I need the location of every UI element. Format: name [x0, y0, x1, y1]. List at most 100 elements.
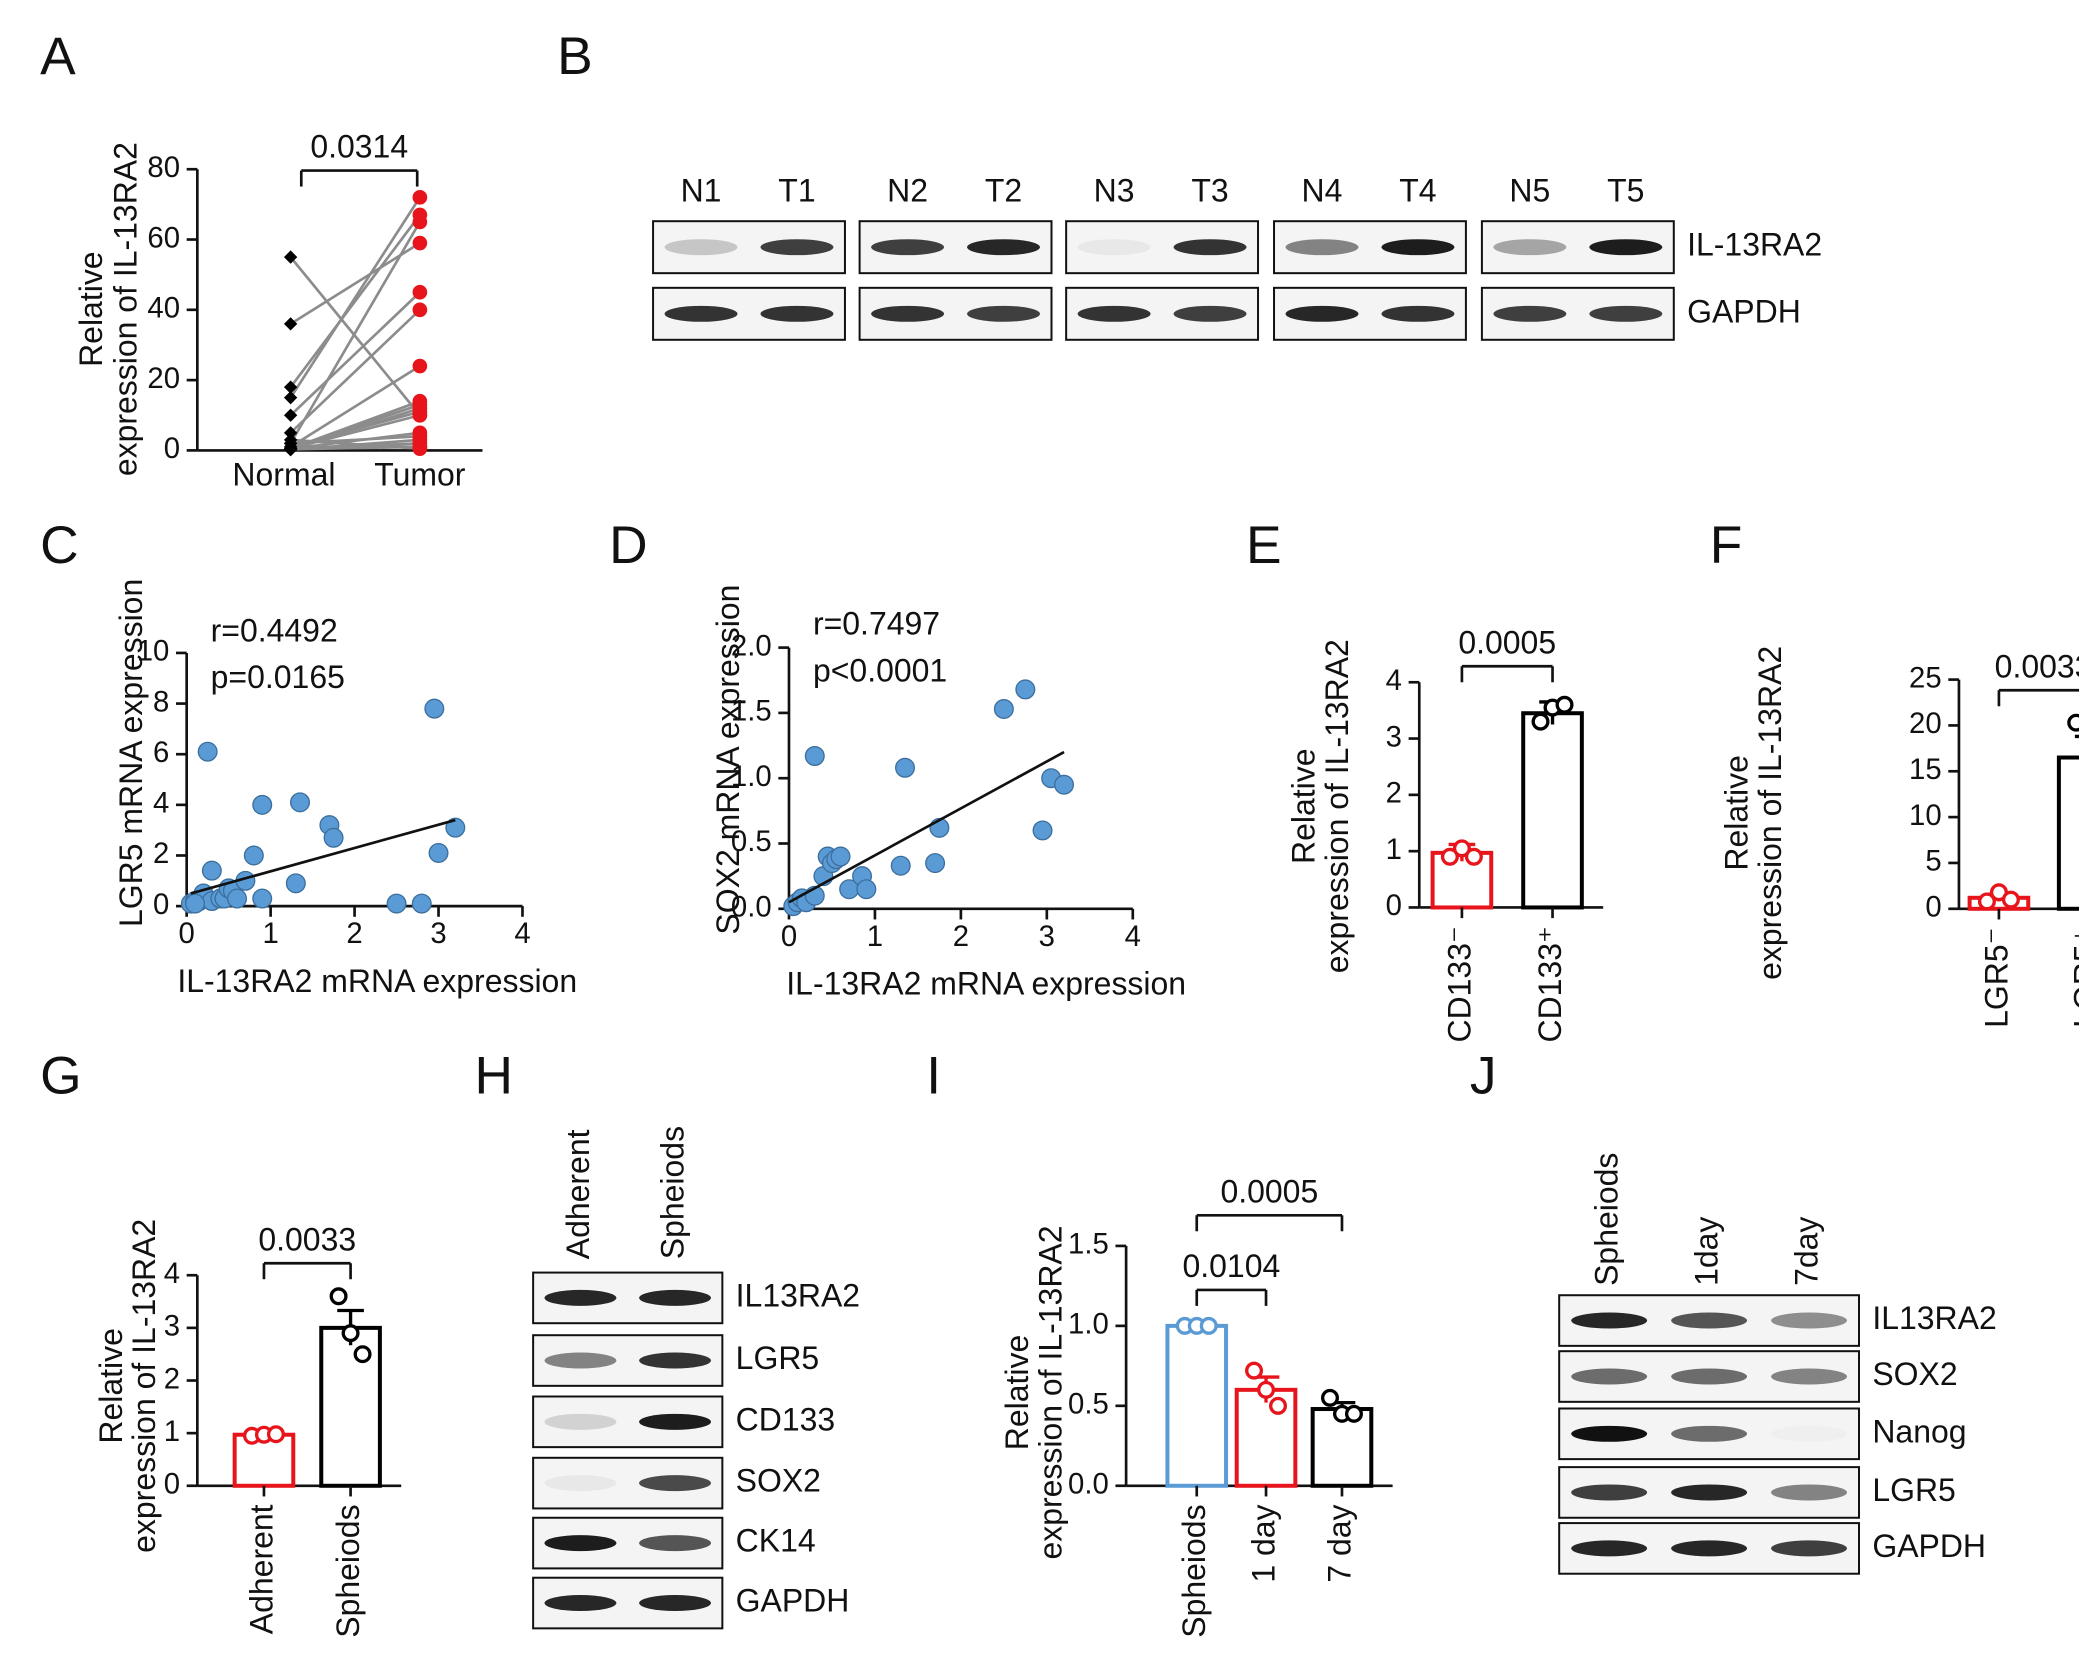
lane-label: T5	[1607, 173, 1644, 209]
row-label: IL13RA2	[1872, 1300, 1996, 1336]
blot-band	[639, 1413, 712, 1430]
trend-line	[190, 818, 456, 895]
y-tick-label: 0	[164, 432, 180, 465]
p-value: 0.0033	[1995, 648, 2079, 684]
replicate-point	[1269, 1396, 1288, 1415]
y-axis-label: expression of IL-13RA2	[1032, 1225, 1068, 1559]
panel-letter: D	[609, 516, 648, 575]
x-tick-label: 4	[514, 917, 530, 950]
y-axis-label: LGR5 mRNA expression	[113, 579, 149, 927]
lane-label: N3	[1094, 173, 1135, 209]
y-tick-label: 20	[1909, 707, 1942, 740]
point	[411, 893, 432, 914]
x-tick-label: 2	[346, 917, 362, 950]
row-label: GAPDH	[736, 1582, 850, 1618]
blot-band	[664, 305, 738, 322]
point	[1015, 679, 1036, 700]
annotation: p=0.0165	[211, 659, 345, 695]
tumor-point	[412, 439, 428, 455]
y-tick-label: 1.0	[1068, 1308, 1109, 1341]
blot-band	[639, 1535, 712, 1552]
x-tick-label: 2	[953, 920, 969, 953]
blot-band	[1571, 1425, 1648, 1442]
x-tick-label: Tumor	[374, 457, 466, 493]
blot-band	[544, 1289, 617, 1306]
y-tick-label: 2.0	[731, 629, 772, 662]
tumor-point	[412, 407, 428, 423]
y-tick-label: 8	[153, 685, 169, 718]
y-axis-label: Relative	[1719, 755, 1755, 871]
pair-line	[290, 413, 421, 450]
row-label: GAPDH	[1687, 293, 1801, 329]
blot-band	[1493, 305, 1567, 322]
y-tick-label: 0.0	[731, 891, 772, 924]
x-tick-label: Normal	[232, 457, 335, 493]
x-tick-label: 1 day	[1245, 1504, 1281, 1582]
trend-line	[788, 750, 1065, 904]
replicate-point	[329, 1287, 348, 1306]
lane-label: N1	[681, 173, 722, 209]
blot-band	[1381, 239, 1455, 256]
y-tick-label: 60	[147, 221, 180, 254]
blot-band	[1671, 1540, 1748, 1557]
blot-band	[760, 305, 834, 322]
x-tick-label: Spheiods	[1176, 1504, 1212, 1637]
panel-letter: I	[926, 1046, 941, 1105]
blot-band	[1671, 1425, 1748, 1442]
pair-line	[289, 196, 421, 399]
blot-band	[1077, 305, 1151, 322]
panel-letter: A	[40, 27, 76, 86]
lane-label: T4	[1399, 173, 1436, 209]
blot-band	[760, 239, 834, 256]
blot-band	[1285, 305, 1359, 322]
y-tick-label: 20	[147, 362, 180, 395]
replicate-point	[1555, 695, 1574, 714]
row-label: SOX2	[1872, 1356, 1957, 1392]
blot-band	[1671, 1484, 1748, 1501]
y-tick-label: 10	[137, 635, 170, 668]
lane-label: Spheiods	[1589, 1153, 1625, 1286]
y-tick-label: 40	[147, 292, 180, 325]
row-label: CK14	[736, 1523, 816, 1559]
y-tick-label: 15	[1909, 753, 1942, 786]
y-tick-label: 0	[153, 888, 169, 921]
y-tick-label: 0.5	[731, 825, 772, 858]
row-label: LGR5	[736, 1340, 820, 1376]
point	[252, 888, 273, 909]
blot-band	[1589, 305, 1663, 322]
point	[830, 846, 851, 867]
blot-band	[1571, 1312, 1648, 1329]
x-tick-label: 0	[179, 917, 195, 950]
x-tick-label: CD133⁺	[1532, 926, 1568, 1042]
blot-band	[1671, 1368, 1748, 1385]
blot-band	[1381, 305, 1455, 322]
point	[424, 698, 445, 719]
row-label: SOX2	[736, 1463, 821, 1499]
pair-line	[289, 256, 421, 417]
blot-band	[1771, 1540, 1848, 1557]
y-tick-label: 0	[164, 1468, 180, 1501]
y-tick-label: 3	[164, 1310, 180, 1343]
y-tick-label: 2	[1386, 777, 1402, 810]
blot-band	[1493, 239, 1567, 256]
lane-label: T1	[778, 173, 815, 209]
row-label: IL-13RA2	[1687, 227, 1822, 263]
tumor-point	[412, 235, 428, 251]
p-value: 0.0005	[1220, 1173, 1318, 1209]
y-tick-label: 1.0	[731, 760, 772, 793]
lane-label: N5	[1509, 173, 1550, 209]
bar	[1521, 711, 1584, 910]
x-tick-label: 1	[867, 920, 883, 953]
point	[227, 888, 248, 909]
y-tick-label: 4	[164, 1257, 180, 1290]
x-tick-label: Spheiods	[330, 1504, 366, 1637]
blot-band	[544, 1413, 617, 1430]
panel-letter: C	[40, 516, 79, 575]
blot-band	[1571, 1368, 1648, 1385]
blot-band	[544, 1535, 617, 1552]
replicate-point	[1452, 839, 1471, 858]
point	[993, 698, 1014, 719]
annotation: r=0.4492	[211, 612, 338, 648]
y-tick-label: 5	[1925, 845, 1941, 878]
x-axis-label: IL-13RA2 mRNA expression	[786, 966, 1186, 1002]
